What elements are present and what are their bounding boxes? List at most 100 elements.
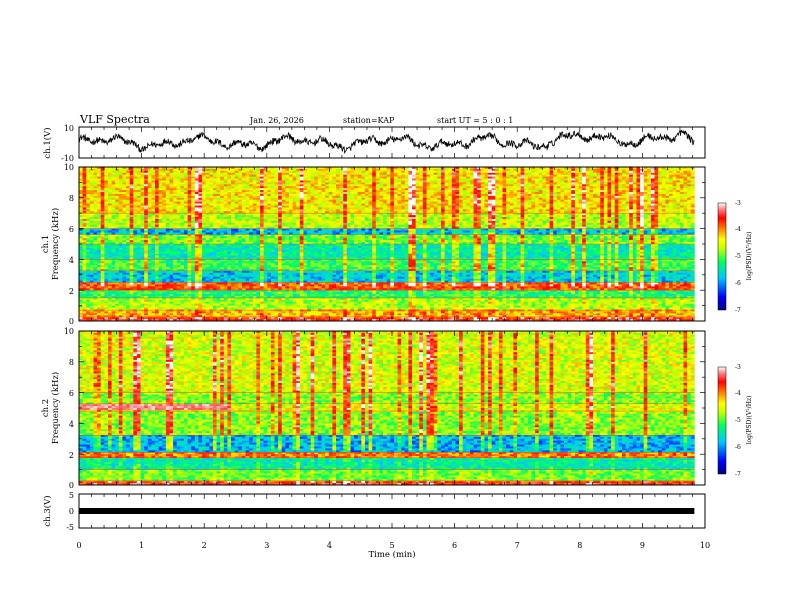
spectrogram-cell [626, 219, 630, 221]
spectrogram-cell [463, 213, 467, 215]
spectrogram-cell [655, 190, 659, 192]
spectrogram-cell [296, 200, 300, 202]
spectrogram-cell [159, 219, 163, 221]
spectrogram-cell [202, 206, 206, 208]
spectrogram-cell [398, 194, 402, 196]
spectrogram-cell [213, 171, 217, 173]
spectrogram-cell [332, 171, 336, 173]
spectrogram-cell [524, 186, 528, 188]
spectrogram-cell [119, 206, 123, 208]
spectrogram-cell [108, 171, 112, 173]
spectrogram-cell [126, 209, 130, 211]
spectrogram-cell [350, 194, 354, 196]
spectrogram-cell [557, 209, 561, 211]
spectrogram-cell [115, 171, 119, 173]
spectrogram-cell [437, 180, 441, 182]
spectrogram-cell [568, 184, 572, 186]
spectrogram-cell [557, 206, 561, 208]
spectrogram-cell [169, 184, 173, 186]
spectrogram-cell [93, 186, 97, 188]
spectrogram-cell [101, 204, 105, 206]
spectrogram-cell [376, 206, 380, 208]
spectrogram-cell [180, 175, 184, 177]
spectrogram-cell [550, 200, 554, 202]
spectrogram-cell [579, 180, 583, 182]
spectrogram-cell [213, 186, 217, 188]
spectrogram-cell [217, 194, 221, 196]
spectrogram-cell [387, 190, 391, 192]
spectrogram-cell [372, 219, 376, 221]
spectrogram-cell [282, 213, 286, 215]
spectrogram-cell [350, 186, 354, 188]
spectrogram-cell [684, 213, 688, 215]
spectrogram-cell [267, 180, 271, 182]
spectrogram-cell [256, 204, 260, 206]
spectrogram-cell [350, 209, 354, 211]
spectrogram-cell [492, 213, 496, 215]
spectrogram-cell [195, 180, 199, 182]
spectrogram-cell [452, 209, 456, 211]
spectrogram-cell [242, 184, 246, 186]
spectrogram-cell [206, 194, 210, 196]
spectrogram-cell [372, 209, 376, 211]
spectrogram-cell [691, 209, 695, 211]
spectrogram-cell [112, 206, 116, 208]
spectrogram-cell [238, 194, 242, 196]
spectrogram-cell [325, 190, 329, 192]
spectrogram-cell [112, 186, 116, 188]
spectrogram-cell [238, 190, 242, 192]
spectrogram-cell [524, 219, 528, 221]
spectrogram-cell [553, 194, 557, 196]
spectrogram-cell [452, 184, 456, 186]
spectrogram-cell [506, 204, 510, 206]
spectrogram-cell [209, 204, 213, 206]
spectrogram-cell [267, 206, 271, 208]
spectrogram-cell [662, 175, 666, 177]
spectrogram-cell [600, 184, 604, 186]
spectrogram-cell [673, 194, 677, 196]
spectrogram-cell [651, 180, 655, 182]
spectrogram-cell [531, 180, 535, 182]
spectrogram-cell [343, 219, 347, 221]
spectrogram-cell [271, 175, 275, 177]
spectrogram-cell [224, 194, 228, 196]
spectrogram-cell [256, 190, 260, 192]
spectrogram-cell [115, 194, 119, 196]
spectrogram-cell [607, 171, 611, 173]
spectrogram-cell [448, 206, 452, 208]
spectrogram-cell [546, 213, 550, 215]
spectrogram-cell [416, 171, 420, 173]
spectrogram-cell [285, 206, 289, 208]
spectrogram-cell [177, 209, 181, 211]
spectrogram-cell [629, 209, 633, 211]
spectrogram-cell [177, 186, 181, 188]
spectrogram-cell [314, 219, 318, 221]
spectrogram-cell [318, 200, 322, 202]
spectrogram-cell [162, 204, 166, 206]
spectrogram-cell [137, 184, 141, 186]
spectrogram-cell [253, 209, 257, 211]
spectrogram-cell [593, 171, 597, 173]
spectrogram-cell [238, 209, 242, 211]
spectrogram-cell [115, 219, 119, 221]
spectrogram-cell [166, 186, 170, 188]
spectrogram-cell [405, 206, 409, 208]
spectrogram-cell [568, 175, 572, 177]
spectrogram-cell [130, 219, 134, 221]
spectrogram-cell [405, 186, 409, 188]
spectrogram-cell [133, 209, 137, 211]
spectrogram-cell [231, 209, 235, 211]
spectrogram-cell [684, 175, 688, 177]
spectrogram-cell [474, 180, 478, 182]
spectrogram-cell [137, 180, 141, 182]
spectrogram-cell [137, 194, 141, 196]
spectrogram-cell [180, 171, 184, 173]
spectrogram-cell [282, 209, 286, 211]
spectrogram-cell [531, 190, 535, 192]
spectrogram-cell [307, 209, 311, 211]
spectrogram-cell [503, 190, 507, 192]
spectrogram-cell [644, 180, 648, 182]
spectrogram-cell [329, 186, 333, 188]
spectrogram-cell [242, 206, 246, 208]
spectrogram-cell [470, 171, 474, 173]
